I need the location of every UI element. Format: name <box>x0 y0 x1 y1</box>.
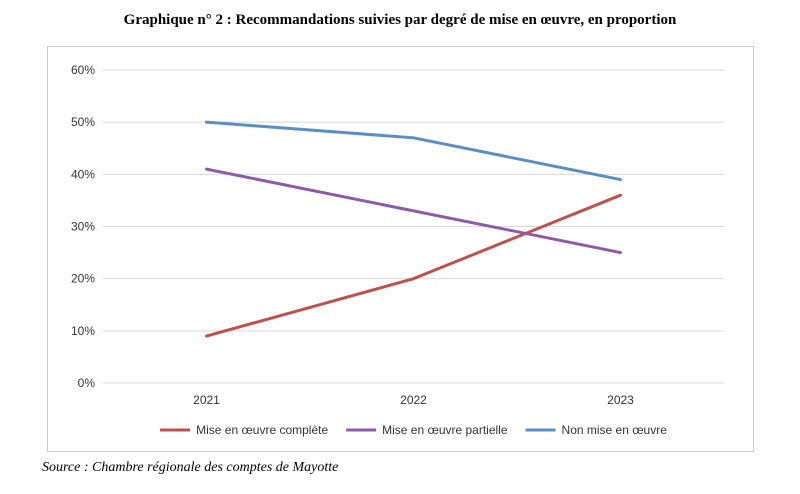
legend-label: Mise en œuvre complète <box>196 423 328 437</box>
legend: Mise en œuvre complète Mise en œuvre part… <box>160 423 667 437</box>
gridlines <box>103 69 724 384</box>
x-axis-ticks: 2021 2022 2023 <box>193 393 634 407</box>
legend-item-3: Non mise en œuvre <box>525 423 668 437</box>
legend-item-2: Mise en œuvre partielle <box>346 423 508 437</box>
y-tick-label: 0% <box>78 376 96 390</box>
y-tick-label: 30% <box>71 220 95 234</box>
x-tick-label: 2023 <box>607 393 634 407</box>
y-tick-label: 40% <box>71 167 95 181</box>
series-line-1 <box>205 193 622 338</box>
x-tick-label: 2022 <box>400 393 427 407</box>
source-note: Source : Chambre régionale des comptes d… <box>42 460 339 475</box>
y-tick-label: 60% <box>71 63 95 77</box>
legend-label: Mise en œuvre partielle <box>382 423 508 437</box>
y-tick-label: 10% <box>71 324 95 338</box>
series-lines <box>205 120 622 338</box>
chart-title: Graphique n° 2 : Recommandations suivies… <box>123 12 677 28</box>
x-tick-label: 2021 <box>193 393 220 407</box>
series-line-2 <box>205 167 622 255</box>
chart-frame <box>47 46 754 452</box>
legend-label: Non mise en œuvre <box>562 423 668 437</box>
y-axis-ticks: 0% 10% 20% 30% 40% 50% 60% <box>71 63 95 390</box>
y-tick-label: 50% <box>71 115 95 129</box>
y-tick-label: 20% <box>71 272 95 286</box>
legend-item-1: Mise en œuvre complète <box>160 423 328 437</box>
series-line-3 <box>205 120 622 182</box>
